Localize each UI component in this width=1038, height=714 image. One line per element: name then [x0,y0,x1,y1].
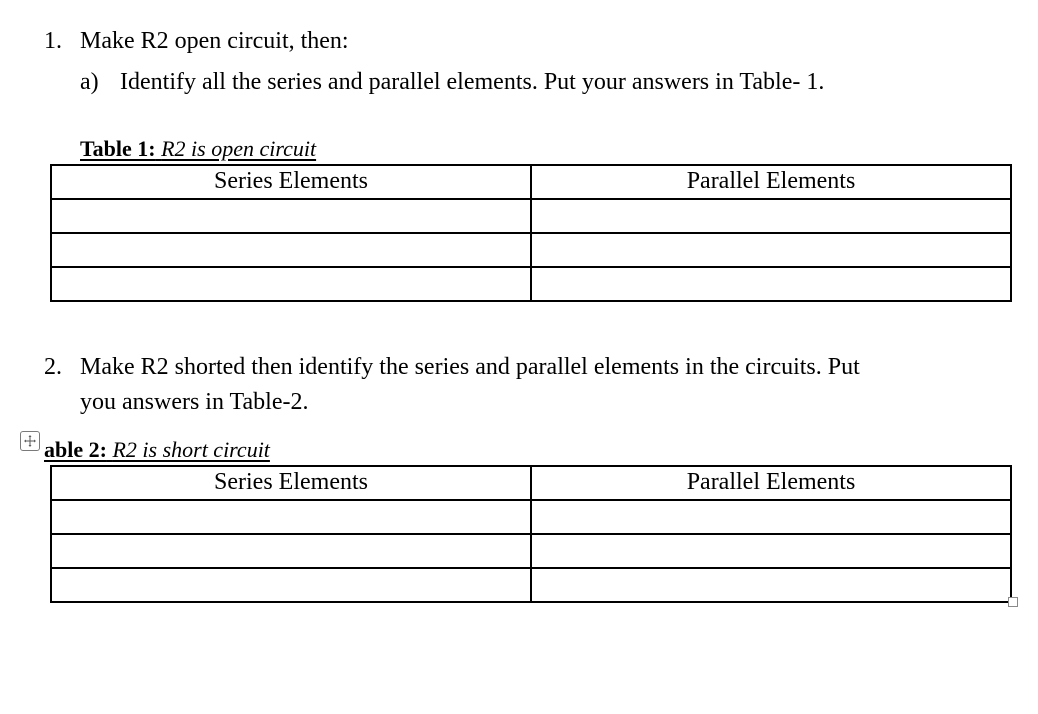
table-2-col-series: Series Elements [51,466,531,500]
question-2-text-line2: you answers in Table-2. [28,386,1010,418]
table-2-cell[interactable] [51,500,531,534]
question-1a-letter: a) [80,65,120,100]
table-2-cell[interactable] [531,568,1011,602]
table-1-col-parallel: Parallel Elements [531,165,1011,199]
table-row [51,267,1011,301]
question-1-line: 1. Make R2 open circuit, then: [28,24,1010,59]
document-page: 1. Make R2 open circuit, then: a) Identi… [0,0,1038,655]
table-1-cell[interactable] [51,233,531,267]
table-1-cell[interactable] [531,233,1011,267]
table-1-cell[interactable] [531,267,1011,301]
question-1-text: Make R2 open circuit, then: [80,24,1010,59]
table-1-caption-desc: R2 is open circuit [161,136,316,161]
table-row [51,568,1011,602]
table-1-caption-label: Table 1: [80,136,156,161]
table-anchor-handle-icon[interactable] [20,431,40,451]
question-1: 1. Make R2 open circuit, then: a) Identi… [28,24,1010,302]
table-2-cell[interactable] [531,534,1011,568]
table-2-caption-label: able 2: [44,437,107,462]
table-1-caption: Table 1: R2 is open circuit [80,136,1010,162]
table-row [51,534,1011,568]
table-1-cell[interactable] [531,199,1011,233]
table-row: Series Elements Parallel Elements [51,165,1011,199]
table-row [51,500,1011,534]
table-2-cell[interactable] [51,534,531,568]
question-2-number: 2. [28,350,80,385]
table-1-cell[interactable] [51,199,531,233]
table-2-caption-desc: R2 is short circuit [112,437,269,462]
question-1a-line: a) Identify all the series and parallel … [28,65,1010,100]
table-resize-handle-icon[interactable] [1008,597,1018,607]
table-1-wrap: Series Elements Parallel Elements [50,164,1010,302]
table-2-col-parallel: Parallel Elements [531,466,1011,500]
question-2-line1: 2. Make R2 shorted then identify the ser… [28,350,1010,385]
question-1a-text: Identify all the series and parallel ele… [120,65,1010,100]
table-1-cell[interactable] [51,267,531,301]
table-row [51,233,1011,267]
question-1-number: 1. [28,24,80,59]
table-2-caption-row: able 2: R2 is short circuit [28,437,1010,463]
table-2: Series Elements Parallel Elements [50,465,1012,603]
table-2-cell[interactable] [51,568,531,602]
table-1: Series Elements Parallel Elements [50,164,1012,302]
table-2-cell[interactable] [531,500,1011,534]
table-1-col-series: Series Elements [51,165,531,199]
table-row [51,199,1011,233]
table-row: Series Elements Parallel Elements [51,466,1011,500]
question-2: 2. Make R2 shorted then identify the ser… [28,350,1010,603]
move-arrows-icon [24,435,36,447]
table-2-wrap: Series Elements Parallel Elements [50,465,1010,603]
question-2-text-line1: Make R2 shorted then identify the series… [80,350,1010,385]
